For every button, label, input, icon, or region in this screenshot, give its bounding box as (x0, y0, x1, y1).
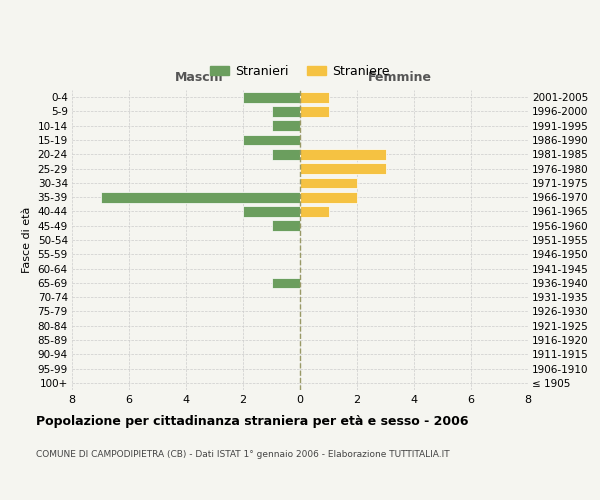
Bar (300, 92, 329, 102)
Bar (271, 278, 300, 288)
Bar (271, 106, 300, 117)
Bar (300, 178, 357, 188)
Bar (101, 192, 300, 202)
Bar (271, 149, 300, 160)
Bar (243, 206, 300, 217)
Bar (300, 206, 329, 217)
Text: Popolazione per cittadinanza straniera per età e sesso - 2006: Popolazione per cittadinanza straniera p… (36, 415, 469, 428)
Bar (271, 220, 300, 231)
Text: COMUNE DI CAMPODIPIETRA (CB) - Dati ISTAT 1° gennaio 2006 - Elaborazione TUTTITA: COMUNE DI CAMPODIPIETRA (CB) - Dati ISTA… (36, 450, 449, 459)
Bar (300, 163, 386, 174)
Bar (271, 120, 300, 131)
Bar (243, 92, 300, 102)
Bar (300, 192, 357, 202)
Bar (300, 106, 329, 117)
Y-axis label: Fasce di età: Fasce di età (22, 207, 32, 273)
Legend: Stranieri, Straniere: Stranieri, Straniere (205, 60, 395, 83)
Text: Maschi: Maschi (175, 71, 224, 84)
Bar (243, 134, 300, 145)
Text: Femmine: Femmine (368, 71, 433, 84)
Bar (300, 149, 386, 160)
